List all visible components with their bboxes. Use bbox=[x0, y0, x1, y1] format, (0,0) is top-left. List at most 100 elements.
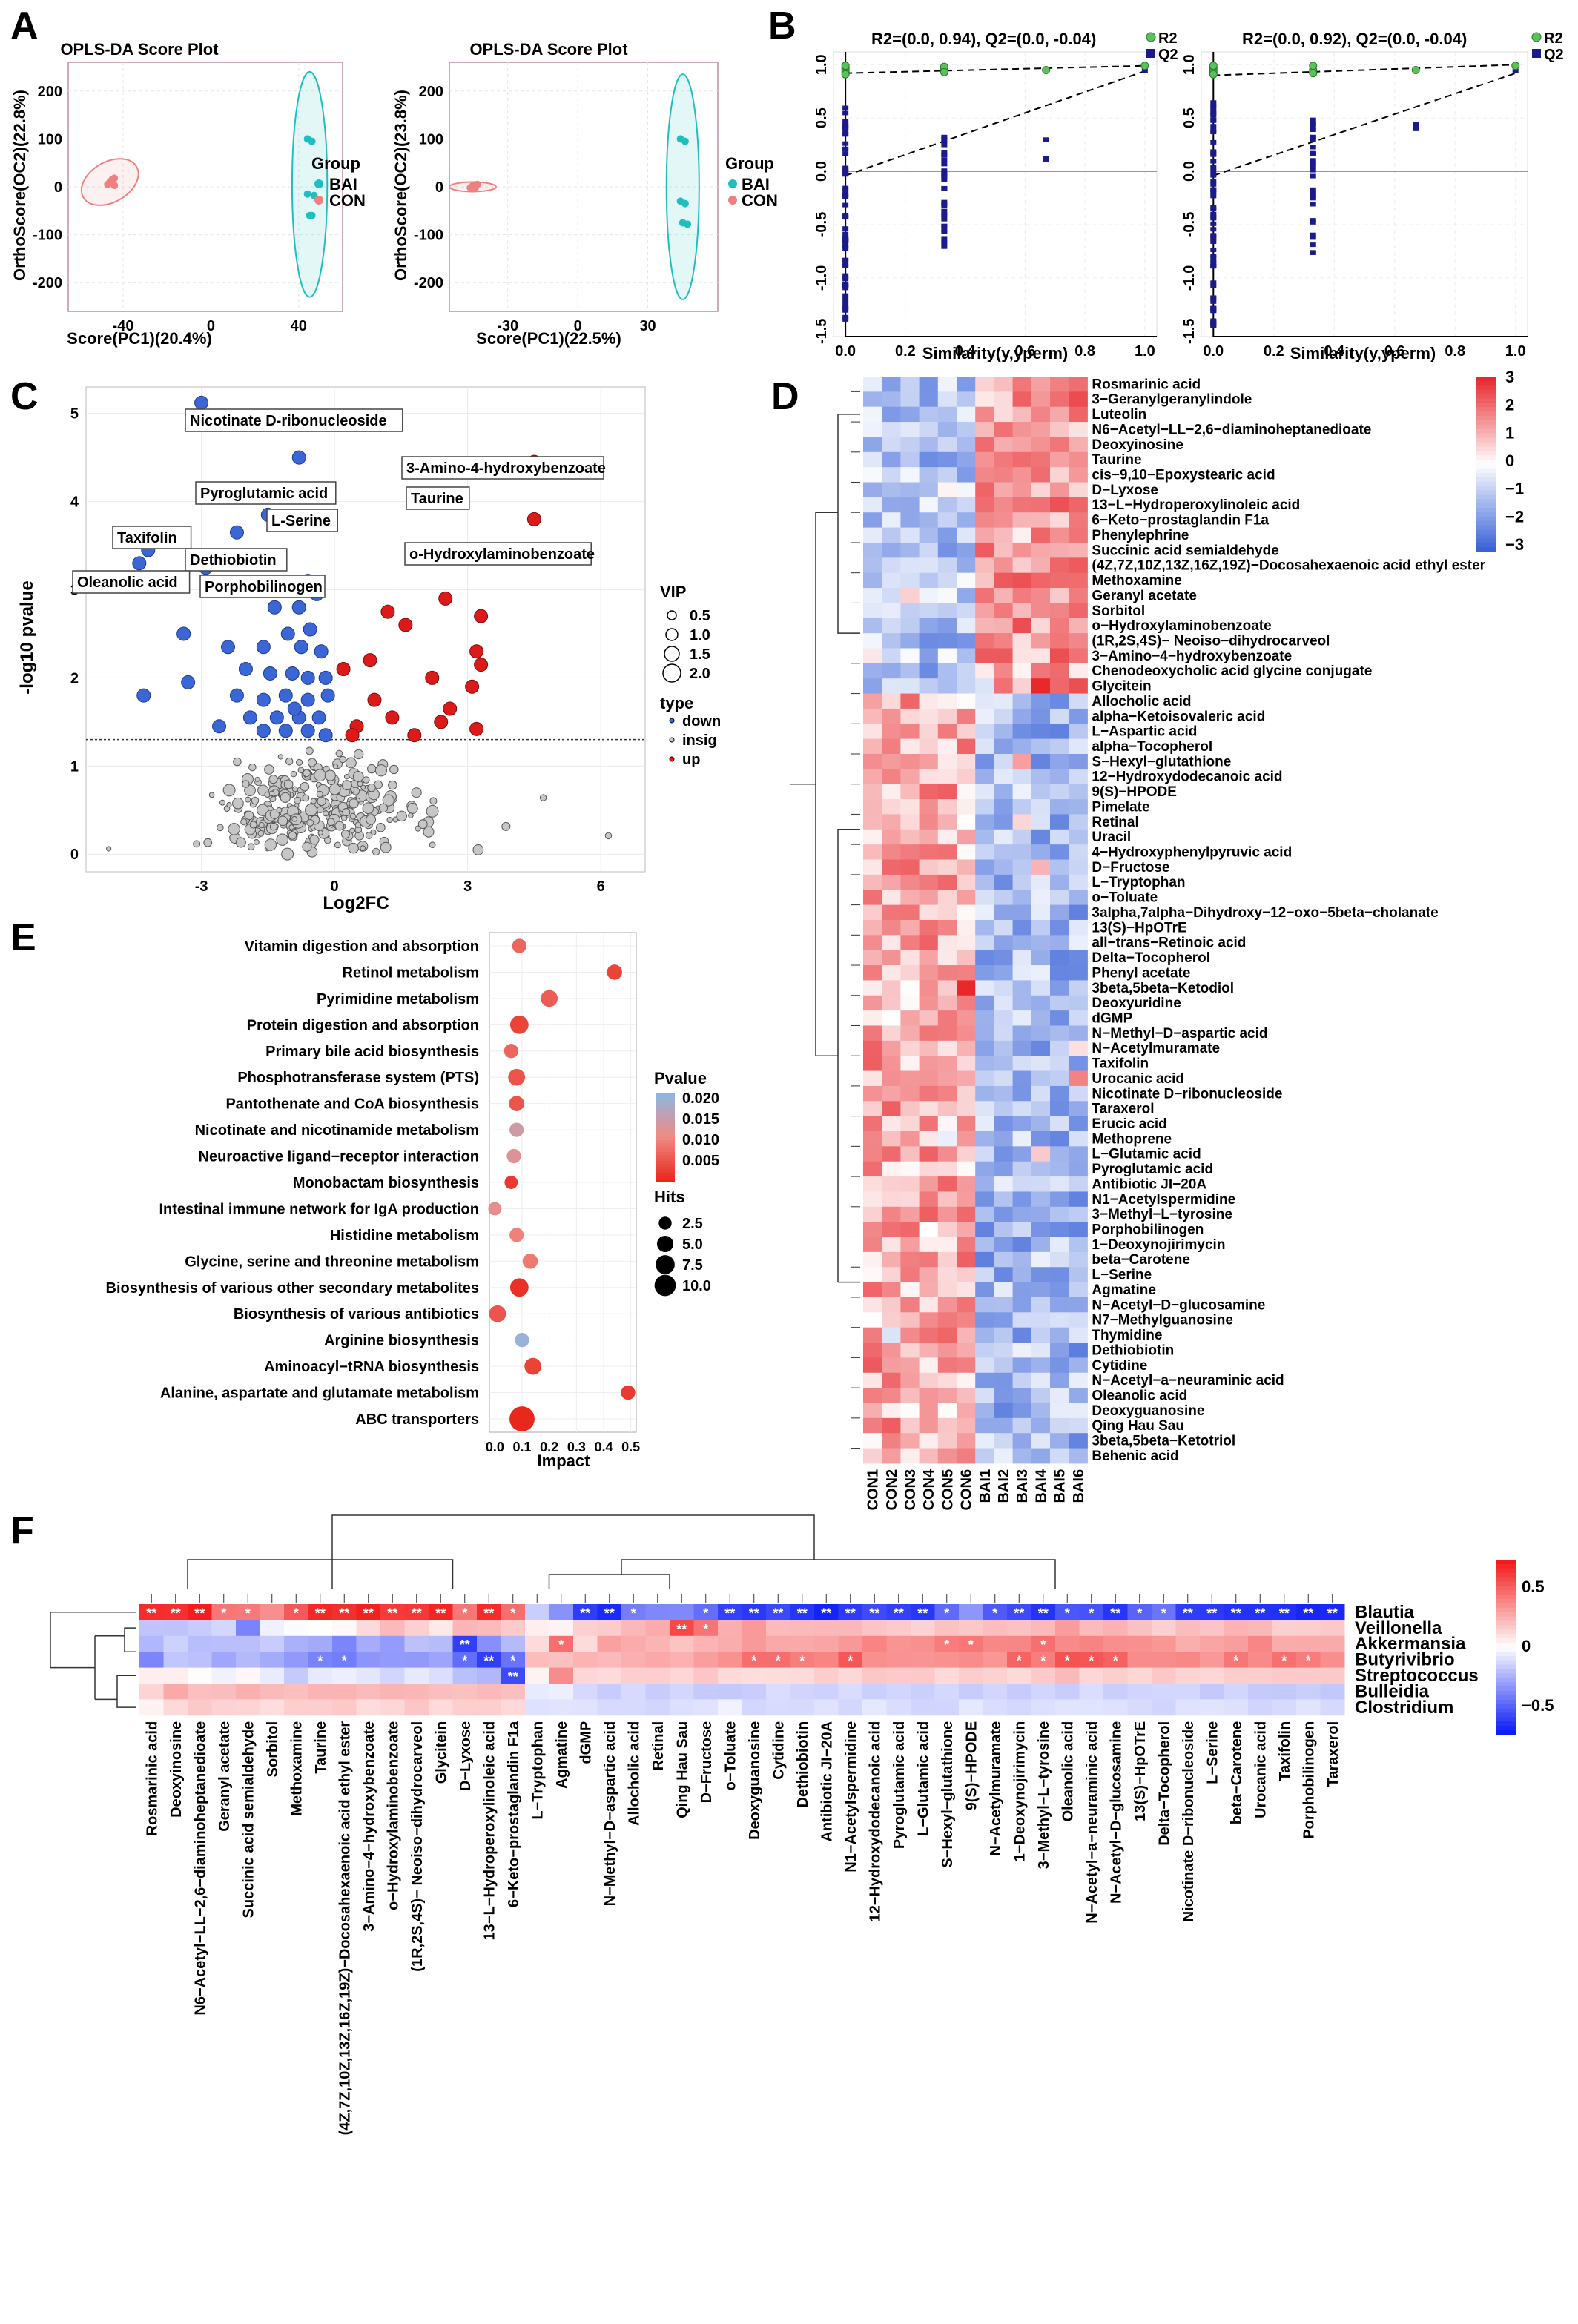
heatmap-cell bbox=[1012, 451, 1032, 468]
heatmap-cell bbox=[1272, 1684, 1297, 1700]
heatmap-cell bbox=[693, 1667, 719, 1684]
hits-size-label: 7.5 bbox=[682, 1257, 703, 1274]
heatmap-cell bbox=[863, 451, 882, 468]
legend-gradient-step bbox=[1496, 1620, 1516, 1626]
heatmap-cell bbox=[1069, 1297, 1088, 1313]
type-swatch bbox=[669, 756, 675, 762]
heatmap-cell bbox=[863, 1267, 882, 1283]
heatmap-cell bbox=[1050, 618, 1069, 634]
heatmap-cell bbox=[957, 467, 976, 483]
insig-point bbox=[349, 798, 359, 809]
heatmap-cell bbox=[1069, 784, 1088, 800]
heatmap-cell bbox=[994, 1312, 1014, 1328]
heatmap-cell bbox=[994, 1131, 1014, 1147]
heatmap-cell bbox=[957, 784, 976, 800]
heatmap-cell bbox=[139, 1699, 164, 1716]
heatmap-cell bbox=[957, 844, 976, 861]
pvalue-gradient-step bbox=[656, 1170, 675, 1173]
heatmap-cell bbox=[863, 633, 882, 649]
heatmap-cell bbox=[380, 1684, 405, 1700]
heatmap-cell bbox=[957, 799, 976, 815]
legend-gradient-step bbox=[1476, 547, 1496, 552]
heatmap-cell bbox=[790, 1684, 815, 1700]
heatmap-cell bbox=[452, 1635, 478, 1652]
significance-marker: * bbox=[992, 1606, 997, 1620]
heatmap-cell bbox=[1050, 527, 1069, 543]
annotation-box bbox=[72, 570, 191, 594]
down-point bbox=[300, 670, 315, 685]
heatmap-cell bbox=[163, 1620, 188, 1637]
heatmap-cell bbox=[1055, 1667, 1080, 1684]
heatmap-cell bbox=[900, 422, 920, 437]
heatmap-cell bbox=[1050, 1131, 1069, 1147]
heatmap-cell bbox=[1069, 663, 1088, 679]
heatmap-cell bbox=[863, 1251, 882, 1268]
heatmap-cell bbox=[1272, 1620, 1297, 1637]
heatmap-cell bbox=[139, 1635, 164, 1652]
heatmap-cell bbox=[957, 618, 976, 634]
heatmap-cell bbox=[863, 406, 882, 423]
heatmap-cell bbox=[994, 950, 1014, 966]
heatmap-cell bbox=[1012, 1040, 1032, 1056]
insig-point bbox=[294, 796, 302, 804]
legend-gradient-step bbox=[1476, 385, 1496, 391]
heatmap-cell bbox=[975, 1101, 994, 1117]
heatmap-cell bbox=[1050, 437, 1069, 453]
column-label: 3−Methyl−L−tyrosine bbox=[1036, 1721, 1052, 1870]
y-tick-label: -1.0 bbox=[813, 265, 830, 291]
down-point bbox=[303, 622, 317, 637]
heatmap-cell bbox=[919, 1131, 939, 1147]
heatmap-cell bbox=[957, 1433, 976, 1449]
heatmap-cell bbox=[1012, 618, 1032, 634]
legend-gradient-step bbox=[1476, 424, 1496, 430]
heatmap-cell bbox=[188, 1635, 212, 1652]
heatmap-cell bbox=[900, 1343, 920, 1358]
q2-point bbox=[842, 129, 849, 134]
heatmap-cell bbox=[919, 980, 939, 996]
heatmap-cell bbox=[236, 1620, 260, 1637]
heatmap-cell bbox=[957, 1085, 976, 1102]
panel-label-b: B bbox=[768, 4, 796, 47]
pvalue-tick: 0.010 bbox=[682, 1132, 719, 1148]
legend-swatch-q2 bbox=[1146, 49, 1155, 58]
heatmap-cell bbox=[863, 950, 882, 966]
heatmap-cell bbox=[1031, 814, 1051, 830]
heatmap-cell bbox=[693, 1684, 719, 1700]
heatmap-cell bbox=[975, 406, 994, 423]
heatmap-cell bbox=[429, 1652, 453, 1669]
vip-size-label: 1.5 bbox=[690, 646, 710, 663]
significance-marker: * bbox=[1137, 1606, 1142, 1620]
heatmap-cell bbox=[882, 950, 901, 966]
heatmap-cell bbox=[573, 1620, 598, 1637]
insig-point bbox=[217, 824, 224, 832]
heatmap-cell bbox=[1012, 1297, 1032, 1313]
legend-tick: 1 bbox=[1505, 423, 1514, 442]
q2-point bbox=[1210, 216, 1217, 221]
heatmap-cell bbox=[863, 738, 882, 755]
r2-regression-line bbox=[1213, 64, 1516, 76]
annotation-box bbox=[185, 408, 403, 432]
heatmap-cell bbox=[838, 1684, 863, 1700]
column-label: o−Hydroxylaminobenzoate bbox=[385, 1721, 401, 1910]
annotation-label: Taurine bbox=[411, 491, 463, 507]
heatmap-cell bbox=[957, 1010, 976, 1026]
heatmap-cell bbox=[1069, 1070, 1088, 1087]
heatmap-cell bbox=[919, 738, 939, 755]
heatmap-cell bbox=[863, 1101, 882, 1117]
heatmap-cell bbox=[1031, 1448, 1051, 1464]
heatmap-cell bbox=[380, 1635, 405, 1652]
heatmap-cell bbox=[1012, 1101, 1032, 1117]
heatmap-cell bbox=[1031, 1699, 1056, 1716]
heatmap-cell bbox=[937, 1237, 957, 1253]
heatmap-cell bbox=[1031, 1237, 1051, 1253]
insig-point bbox=[203, 838, 213, 847]
heatmap-cell bbox=[260, 1604, 285, 1620]
row-label: Erucic acid bbox=[1092, 1116, 1166, 1132]
x-tick-label: 0.0 bbox=[835, 343, 856, 360]
pathway-point bbox=[515, 1333, 529, 1348]
insig-point bbox=[367, 783, 376, 792]
hits-size-label: 10.0 bbox=[682, 1278, 711, 1294]
heatmap-cell bbox=[919, 618, 939, 634]
q2-point bbox=[1210, 188, 1217, 193]
heatmap-cell bbox=[1031, 1146, 1051, 1162]
